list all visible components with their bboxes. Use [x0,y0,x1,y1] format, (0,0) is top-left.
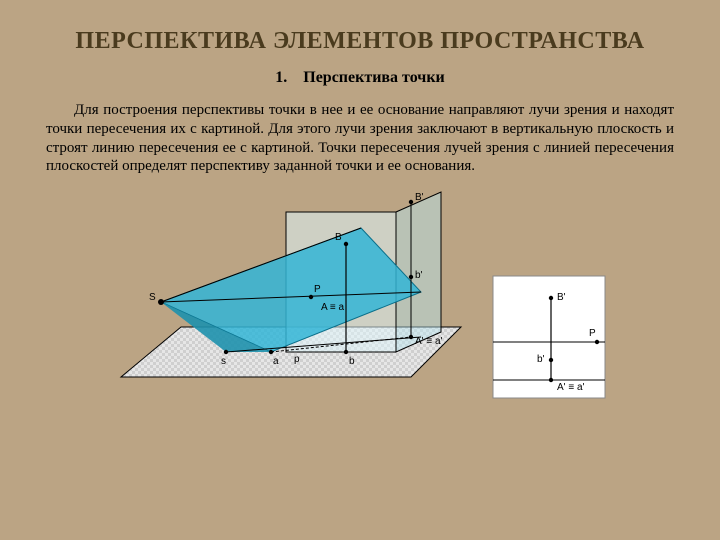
lbl-a: a [273,356,279,367]
side-diagram: B' b' P A' ≡ a' [489,272,609,402]
main-diagram: S s a P p B B' b' b A ≡ a A' ≡ a' [111,182,471,402]
lbl-Aa: A ≡ a [321,302,345,313]
lbl-Bp: B' [415,192,424,203]
lbl-bp: b' [415,270,423,281]
page-title: ПЕРСПЕКТИВА ЭЛЕМЕНТОВ ПРОСТРАНСТВА [46,28,674,55]
lbl-S: S [149,292,156,303]
lbl-Apap: A' ≡ a' [415,336,443,347]
s-lbl-Aa: A' ≡ a' [557,382,585,393]
slide: ПЕРСПЕКТИВА ЭЛЕМЕНТОВ ПРОСТРАНСТВА 1. Пе… [0,0,720,540]
lbl-b: b [349,356,355,367]
subtitle-text: Перспектива точки [303,69,445,86]
figure-row: S s a P p B B' b' b A ≡ a A' ≡ a' [46,182,674,402]
lbl-p: p [294,354,300,365]
lbl-B: B [335,232,342,243]
s-lbl-B: B' [557,292,566,303]
s-lbl-P: P [589,328,596,339]
lbl-P: P [314,284,321,295]
body-paragraph: Для построения перспективы точки в нее и… [46,101,674,176]
lbl-s: s [221,356,226,367]
subtitle-number: 1. [275,69,287,86]
subtitle: 1. Перспектива точки [46,69,674,87]
s-lbl-b: b' [537,354,545,365]
